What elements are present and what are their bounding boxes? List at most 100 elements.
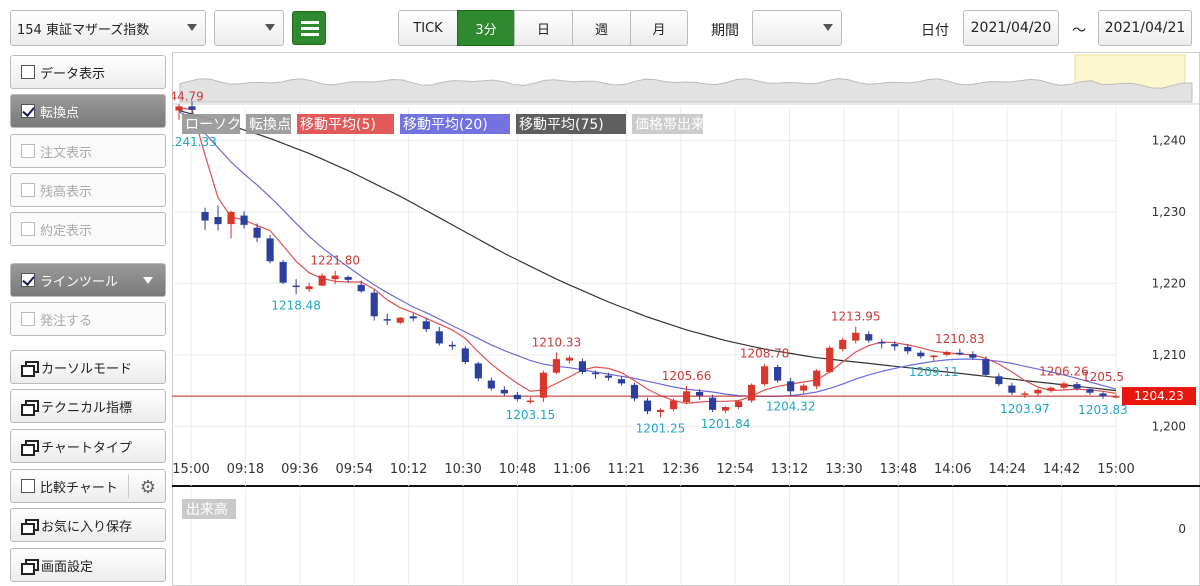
line-tool-toggle[interactable]: ラインツール [10,263,166,297]
legend-item-label: 移動平均(20) [403,117,488,133]
chart-type-button[interactable]: チャートタイプ [10,429,166,463]
candle-body [722,407,730,411]
candle-body [1073,384,1081,389]
period-tab-tick[interactable]: TICK [398,10,458,46]
candle-body [396,317,404,323]
x-tick-label: 09:18 [227,462,264,477]
x-tick-label: 14:24 [988,462,1025,477]
checkbox-icon [21,222,35,236]
period-tab-3min[interactable]: 3分 [457,10,515,46]
data-display-toggle[interactable]: データ表示 [10,55,166,89]
navigator-strip[interactable] [179,54,1193,103]
candle-body [422,321,430,330]
y-tick-label: 1,210 [1152,348,1186,362]
sub-select[interactable] [214,10,284,46]
candle-body [526,400,534,403]
turning-point-label: 1213.95 [831,310,881,324]
period-tab-week[interactable]: 週 [572,10,631,46]
screen-settings-button[interactable]: 画面設定 [10,548,166,582]
candle-body [708,397,717,410]
contract-display-toggle[interactable]: 約定表示 [10,212,166,246]
turning-point-label: 1203.15 [506,408,556,422]
x-tick-label: 11:21 [608,462,645,477]
checkbox-icon [21,144,35,158]
candle-body [1112,396,1120,398]
list-view-button[interactable] [292,11,326,45]
x-tick-label: 13:30 [825,462,862,477]
legend-item-label: ローソク [185,117,241,133]
candle-body [253,227,261,238]
candle-body [617,379,626,384]
x-tick-label: 14:42 [1043,462,1080,477]
turning-point-label: 1205.5 [1082,370,1124,384]
turning-point-labels: 1244.79 1241.33 1221.80 1218.48 1210.33 1203.… [172,89,1128,435]
candle-body [1021,393,1029,395]
navigator-area [179,78,1193,103]
x-tick-label: 10:48 [499,462,536,477]
candle-body [318,275,326,286]
x-tick-label: 13:12 [771,462,808,477]
period-tab-month[interactable]: 月 [630,10,688,46]
chart-legend: ローソク 転換点 移動平均(5) 移動平均(20) 移動平均(75) 価格帯出来 [182,114,705,134]
chevron-down-icon [265,24,275,31]
candle-body [943,352,951,355]
turning-point-label: 1210.33 [532,336,582,350]
candle-body [539,372,547,398]
legend-item-label: 転換点 [249,117,291,133]
candle-body [682,391,691,402]
place-order-toggle[interactable]: 発注する [10,302,166,336]
candle-body [630,384,639,399]
window-icon [21,439,39,456]
technical-indicator-button[interactable]: テクニカル指標 [10,389,166,423]
candle-body [188,106,196,110]
x-tick-label: 12:36 [662,462,699,477]
balance-display-toggle[interactable]: 残高表示 [10,173,166,207]
order-display-toggle[interactable]: 注文表示 [10,134,166,168]
checkbox-icon [21,65,35,79]
volume-label-bg [182,499,236,519]
y-tick-label: 1,220 [1152,276,1186,290]
save-favorite-button[interactable]: お気に入り保存 [10,508,166,542]
candle-body [409,316,417,319]
volume-label: 出来高 [186,501,228,518]
checkbox-checked-icon [21,104,35,118]
cursor-mode-button[interactable]: カーソルモード [10,350,166,384]
turning-point-label: 1204.32 [766,399,816,413]
compare-chart-toggle[interactable]: 比較チャート ⚙ [10,469,166,503]
x-tick-label: 09:36 [281,462,318,477]
window-icon [21,558,39,575]
legend-item-bg [400,114,510,134]
x-tick-label: 13:48 [880,462,917,477]
candle-body [787,381,795,392]
turning-point-toggle[interactable]: 転換点 [10,94,166,128]
price-chart[interactable]: 1244.79 1241.33 1221.80 1218.48 1210.33 1203.… [172,52,1200,586]
candle-body [839,339,847,350]
y-tick-label: 1,230 [1152,205,1186,219]
chevron-down-icon[interactable] [143,277,153,284]
legend-item-label: 移動平均(75) [519,117,604,133]
period-tab-day[interactable]: 日 [514,10,573,46]
period-select[interactable] [752,10,842,46]
candle-body [175,106,183,111]
candle-body [487,380,495,389]
volume-panel: 出来高 0 [182,499,1186,536]
candle-body [904,347,912,352]
checkbox-icon [21,312,35,326]
date-to-input[interactable]: 2021/04/21 [1098,10,1192,46]
legend-item-bg [516,114,626,134]
candle-body [865,334,873,341]
list-icon [301,21,319,24]
y-tick-label: 1,240 [1152,134,1186,148]
x-tick-label: 14:06 [934,462,971,477]
candle-body [448,344,456,347]
candle-body [578,361,587,372]
candle-body [656,409,665,412]
checkbox-checked-icon [21,273,35,287]
chevron-down-icon [823,24,833,31]
candle-body [826,347,834,372]
gear-icon[interactable]: ⚙ [139,476,157,498]
index-select[interactable]: 154 東証マザーズ指数 [10,10,206,46]
date-from-input[interactable]: 2021/04/20 [963,10,1059,46]
turning-point-label: 1208.78 [740,347,790,361]
candle-body [878,342,886,344]
